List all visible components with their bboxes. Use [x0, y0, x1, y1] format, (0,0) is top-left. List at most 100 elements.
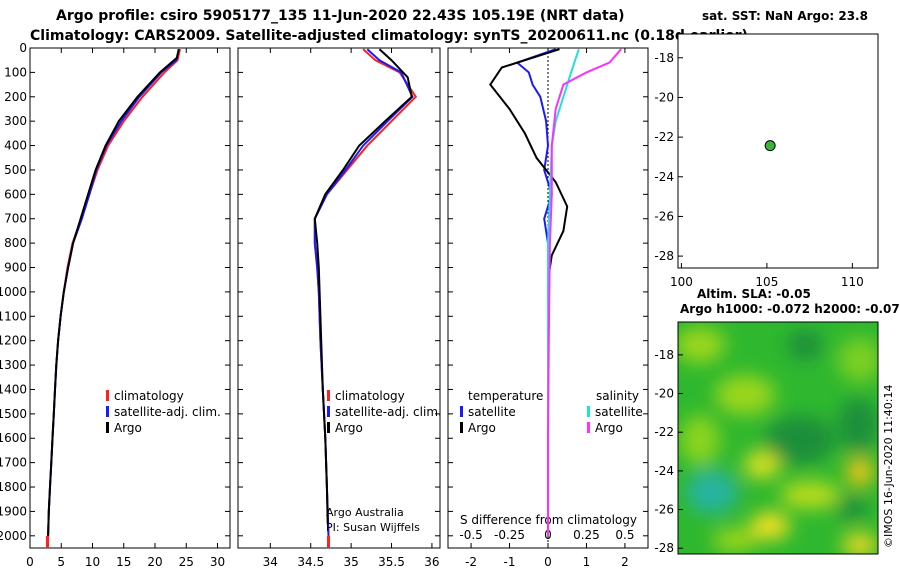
title-line-1: Argo profile: csiro 5905177_135 11-Jun-2… — [56, 8, 625, 24]
legend-satellite-swatch — [106, 406, 109, 417]
legend-temp-satellite: satellite — [468, 405, 516, 419]
y-tick-label: 1500 — [0, 407, 27, 421]
y-tick-label: 700 — [4, 212, 27, 226]
y-tick-label: 800 — [4, 236, 27, 250]
legend-argo: Argo — [335, 421, 363, 435]
sla-blob — [842, 533, 878, 554]
y-tick-label: 1700 — [0, 456, 27, 470]
sla-blob — [686, 470, 738, 514]
map-y-tick-label: -28 — [654, 249, 674, 263]
y-tick-label: 1400 — [0, 382, 27, 396]
y-tick-label: 0 — [19, 41, 27, 55]
series-salinity-argo — [547, 48, 622, 536]
x-tick-label: 34 — [263, 555, 278, 569]
difference-legend: temperature satellite Argo salinity sate… — [460, 389, 643, 435]
x-top-tick-label: 0.25 — [573, 528, 600, 542]
bottom-marker — [326, 536, 330, 548]
x-tick-label: -2 — [465, 555, 477, 569]
legend-satellite: satellite-adj. clim. — [335, 405, 442, 419]
credit-line-1: Argo Australia — [326, 506, 404, 519]
x-tick-label: 35 — [343, 555, 358, 569]
map-y-tick-label: -20 — [654, 90, 674, 104]
argo-location-marker — [764, 140, 776, 152]
map-top-axes: 100 105 110 -18 -20 -22 -24 -26 -28 — [654, 51, 863, 289]
x-top-tick-label: -0.25 — [494, 528, 525, 542]
map-y-tick-label: -18 — [654, 51, 674, 65]
x-tick-label: 5 — [57, 555, 65, 569]
map-y-tick-label: -22 — [654, 130, 674, 144]
temperature-plot-frame — [29, 47, 231, 549]
x-tick-label: -1 — [504, 555, 516, 569]
legend-sal-satellite-swatch — [587, 406, 590, 417]
legend-sal-satellite: satellite — [595, 405, 643, 419]
legend-climatology-swatch — [106, 390, 109, 401]
sla-blob — [838, 338, 878, 382]
imos-stamp: ©IMOS 16-Jun-2020 11:40:14 — [882, 384, 895, 548]
map-y-tick-label: -24 — [654, 170, 674, 184]
map-y-tick-label: -18 — [654, 348, 674, 362]
series-argo — [47, 48, 180, 536]
y-tick-label: 500 — [4, 163, 27, 177]
sla-blob — [780, 481, 840, 509]
legend-argo-swatch — [327, 422, 330, 433]
x-tick-label: 34.5 — [297, 555, 324, 569]
salinity-plot-frame — [237, 47, 441, 549]
map-y-tick-label: -28 — [654, 541, 674, 555]
map-top-frame — [677, 33, 879, 269]
title-line-2: Climatology: CARS2009. Satellite-adjuste… — [30, 28, 748, 44]
x-tick-label: 10 — [85, 555, 100, 569]
x-top-tick-label: -0.5 — [459, 528, 482, 542]
map-y-tick-label: -26 — [654, 503, 674, 517]
map-y-tick-label: -24 — [654, 464, 674, 478]
map-bottom-title: Argo h1000: -0.072 h2000: -0.072 — [680, 302, 900, 316]
sla-blob — [680, 415, 720, 465]
x-tick-label: 36 — [424, 555, 439, 569]
x-top-tick-label: 0.5 — [615, 528, 634, 542]
y-tick-label: 400 — [4, 139, 27, 153]
sla-blob — [765, 415, 835, 465]
map-bottom-frame — [677, 321, 879, 555]
x-tick-label: 15 — [116, 555, 131, 569]
map-top-title: sat. SST: NaN Argo: 23.8 — [702, 9, 868, 23]
x-tick-label: 25 — [179, 555, 194, 569]
y-tick-label: 900 — [4, 261, 27, 275]
difference-plot: -2 -1 0 1 2-0.5 -0.25 0 0.25 0.5S difference fro… — [448, 47, 648, 569]
sla-blob — [750, 512, 790, 540]
y-tick-label: 100 — [4, 65, 27, 79]
y-tick-label: 300 — [4, 114, 27, 128]
x-tick-label: 1 — [583, 555, 591, 569]
y-tick-label: 600 — [4, 187, 27, 201]
sla-blob — [838, 397, 878, 453]
x-tick-label: 2 — [621, 555, 629, 569]
y-tick-label: 1600 — [0, 431, 27, 445]
map-x-tick-label: 110 — [841, 275, 864, 289]
sla-blob — [787, 330, 823, 360]
y-tick-label: 1900 — [0, 504, 27, 518]
legend-temp-argo-swatch — [460, 422, 463, 433]
legend-salinity-header: salinity — [596, 389, 639, 403]
x-tick-label: 0 — [26, 555, 34, 569]
sla-blob — [713, 528, 757, 552]
map-y-tick-label: -20 — [654, 387, 674, 401]
y-tick-label: 1100 — [0, 309, 27, 323]
legend-temperature-header: temperature — [468, 389, 543, 403]
legend-sal-argo: Argo — [595, 421, 623, 435]
map-y-tick-label: -26 — [654, 209, 674, 223]
y-tick-label: 1300 — [0, 358, 27, 372]
legend-temp-satellite-swatch — [460, 406, 463, 417]
y-tick-label: 1200 — [0, 334, 27, 348]
sla-heatmap-blobs — [678, 327, 878, 554]
legend-climatology-swatch — [327, 390, 330, 401]
legend-sal-argo-swatch — [587, 422, 590, 433]
legend-climatology: climatology — [335, 389, 405, 403]
legend-climatology: climatology — [114, 389, 184, 403]
sla-blob — [744, 451, 780, 479]
map-y-tick-label: -22 — [654, 425, 674, 439]
x-tick-label: 20 — [147, 555, 162, 569]
salinity-legend: climatology satellite-adj. clim. Argo — [327, 389, 442, 435]
sla-blob — [715, 375, 775, 415]
y-tick-label: 200 — [4, 90, 27, 104]
sla-blob — [846, 458, 874, 486]
altim-sla-label: Altim. SLA: -0.05 — [697, 287, 811, 301]
